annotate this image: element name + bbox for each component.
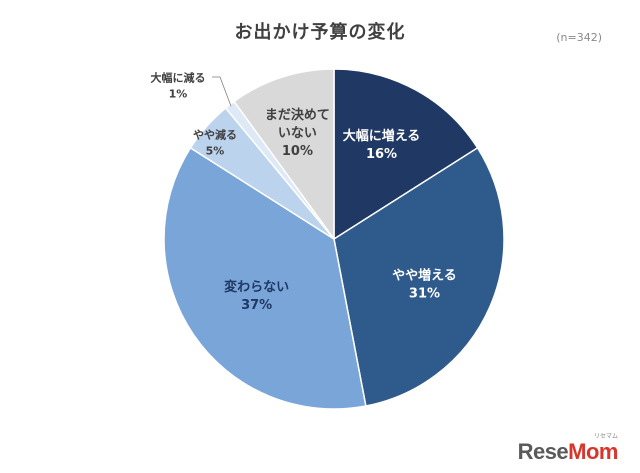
leader-line-4 [212,76,232,107]
pie-slice-2 [163,146,367,410]
logo-ruby-text: リセマム [593,433,618,440]
slice-label-1: やや増える [392,267,457,283]
chart-title: お出かけ予算の変化 [234,22,406,43]
resemom-logo: ReseMom [517,439,619,465]
slice-label-2: 変わらない [224,279,289,295]
pie-slice-1 [333,146,505,407]
sample-size-note: (n=342) [556,31,602,44]
pie-slice-0 [333,68,479,241]
slice-value-label-0: 16% [366,147,397,162]
slice-label-5-line-1: いない [278,126,317,141]
slice-label-5-line-0: まだ決めて [265,107,330,123]
slice-label-0: 大幅に増える [343,128,421,144]
slice-label-4: 大幅に減る [151,71,206,85]
slice-label-3: やや減る [193,128,237,142]
pie-slice-5 [233,68,335,242]
slice-value-label-1: 31% [409,286,440,301]
logo-text: ReseMom [517,439,619,464]
slice-value-label-3: 5% [206,145,225,158]
slice-value-label-2: 37% [241,298,272,313]
slice-value-label-5: 10% [282,144,313,159]
slice-value-label-4: 1% [169,88,188,101]
